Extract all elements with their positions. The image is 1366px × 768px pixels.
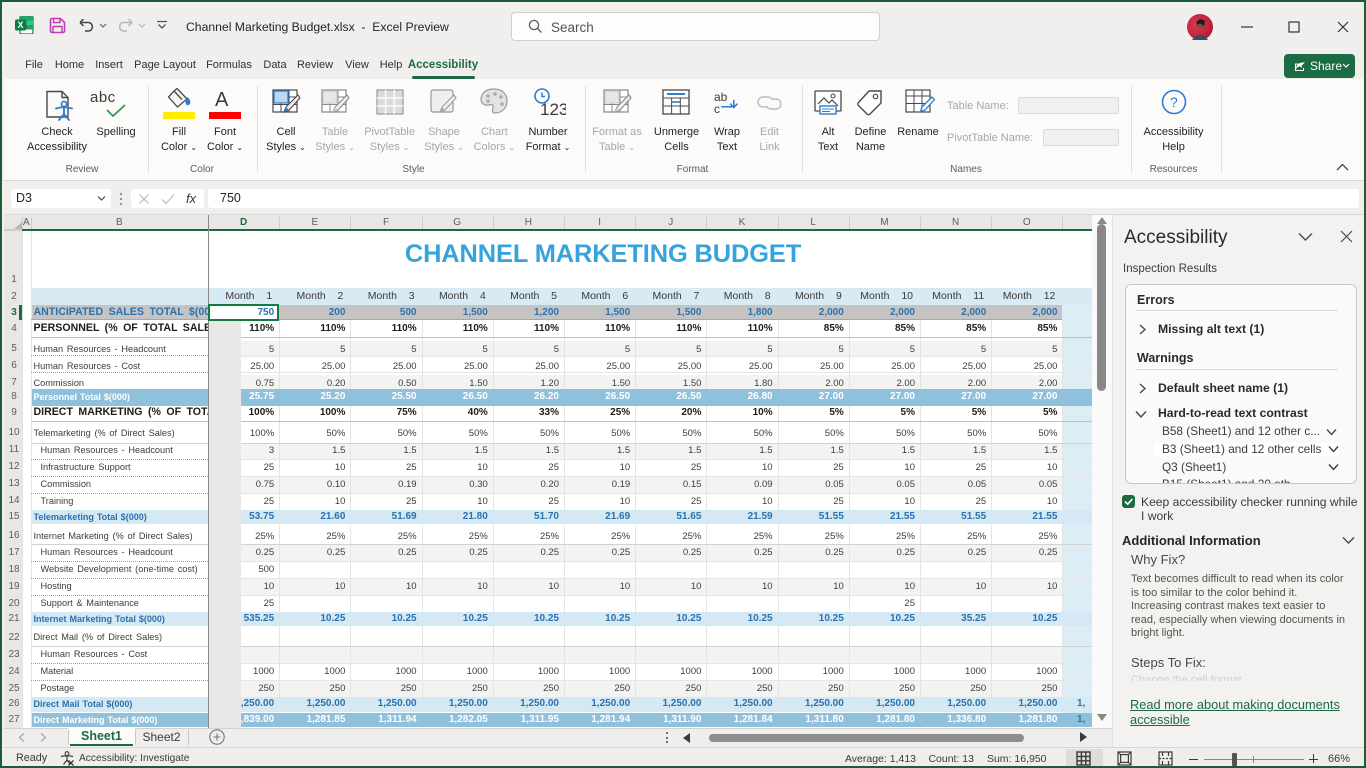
svg-text:ab: ab	[714, 90, 728, 104]
svg-text:?: ?	[1170, 94, 1178, 110]
svg-text:X: X	[17, 20, 23, 30]
svg-text:123: 123	[540, 100, 566, 119]
svg-text:c: c	[714, 102, 720, 116]
